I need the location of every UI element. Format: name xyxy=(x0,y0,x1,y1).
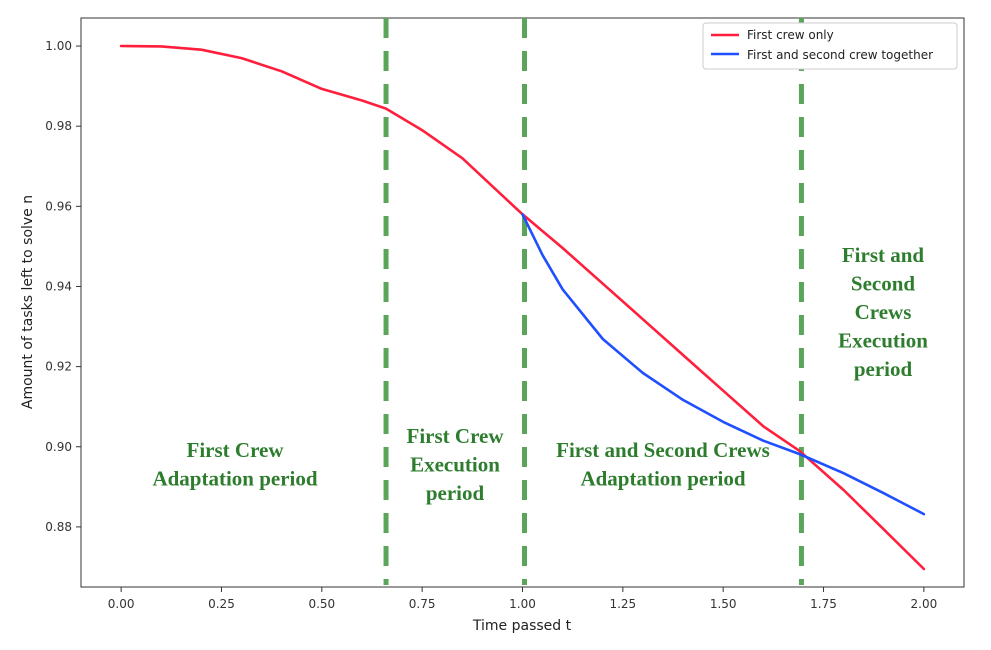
legend-label-both-crews: First and second crew together xyxy=(747,48,933,62)
x-tick-label: 0.25 xyxy=(208,597,235,611)
x-axis-label: Time passed t xyxy=(472,618,572,634)
legend: First crew only First and second crew to… xyxy=(702,22,958,70)
vertical-divider-lines xyxy=(383,18,804,585)
x-tick-label: 2.00 xyxy=(911,597,938,611)
x-tick-label: 1.25 xyxy=(609,597,636,611)
y-tick-label: 0.90 xyxy=(45,440,72,454)
annotation-both-crews-adaptation: First and Second Crews Adaptation period xyxy=(556,438,770,491)
series-lines xyxy=(119,44,926,571)
series-line-both-crews xyxy=(521,213,926,516)
y-tick-label: 1.00 xyxy=(45,39,72,53)
annotation-both-crews-execution: First and Second Crews Execution period xyxy=(838,243,928,381)
y-axis-ticks: 0.88 0.90 0.92 0.94 0.96 0.98 1.00 xyxy=(45,39,81,534)
x-tick-label: 0.00 xyxy=(108,597,135,611)
x-tick-label: 1.50 xyxy=(710,597,737,611)
y-axis-label: Amount of tasks left to solve n xyxy=(20,195,36,409)
y-tick-label: 0.96 xyxy=(45,199,72,213)
y-tick-label: 0.88 xyxy=(45,520,72,534)
x-axis-ticks: 0.00 0.25 0.50 0.75 1.00 1.25 1.50 1.75 2.00 xyxy=(108,587,937,611)
x-tick-label: 0.75 xyxy=(409,597,436,611)
y-tick-label: 0.94 xyxy=(45,279,72,293)
y-tick-label: 0.98 xyxy=(45,119,72,133)
x-tick-label: 1.75 xyxy=(810,597,837,611)
legend-box xyxy=(702,22,958,70)
x-tick-label: 0.50 xyxy=(308,597,335,611)
x-tick-label: 1.00 xyxy=(509,597,536,611)
period-annotations: First Crew Adaptation period First Crew Exe… xyxy=(152,243,928,505)
annotation-first-crew-execution: First Crew Execution period xyxy=(407,424,505,505)
y-tick-label: 0.92 xyxy=(45,360,72,374)
annotation-first-crew-adaptation: First Crew Adaptation period xyxy=(152,438,317,491)
legend-label-first-crew: First crew only xyxy=(747,28,834,42)
